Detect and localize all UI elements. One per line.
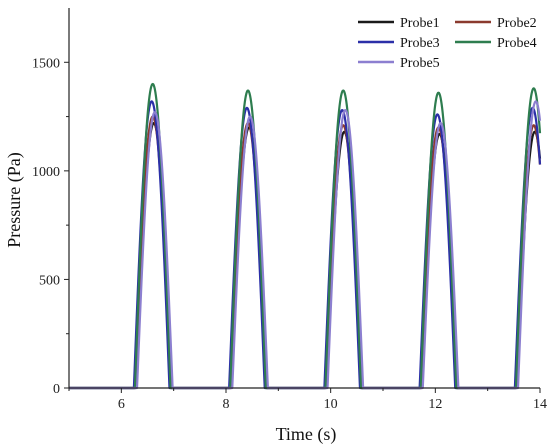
- y-tick-label: 0: [53, 382, 60, 397]
- legend-label-probe1: Probe1: [400, 16, 440, 31]
- x-tick-label: 12: [428, 397, 442, 412]
- y-tick-label: 1000: [32, 165, 60, 180]
- series-lines: [68, 82, 542, 390]
- legend-label-probe2: Probe2: [497, 16, 537, 31]
- x-tick-label: 10: [324, 397, 338, 412]
- y-tick-label: 500: [39, 273, 60, 288]
- axes: 6 8 10 12 14 0 500 1000 1500: [32, 8, 547, 412]
- y-axis-title: Pressure (Pa): [4, 152, 25, 247]
- x-axis-title: Time (s): [276, 424, 337, 445]
- legend: Probe1 Probe2 Probe3 Probe4 Probe5: [358, 16, 537, 71]
- x-tick-label: 6: [118, 397, 125, 412]
- y-tick-label: 1500: [32, 56, 60, 71]
- legend-label-probe5: Probe5: [400, 56, 440, 71]
- legend-label-probe4: Probe4: [497, 36, 537, 51]
- x-tick-label: 8: [223, 397, 230, 412]
- legend-label-probe3: Probe3: [400, 36, 440, 51]
- x-tick-label: 14: [533, 397, 547, 412]
